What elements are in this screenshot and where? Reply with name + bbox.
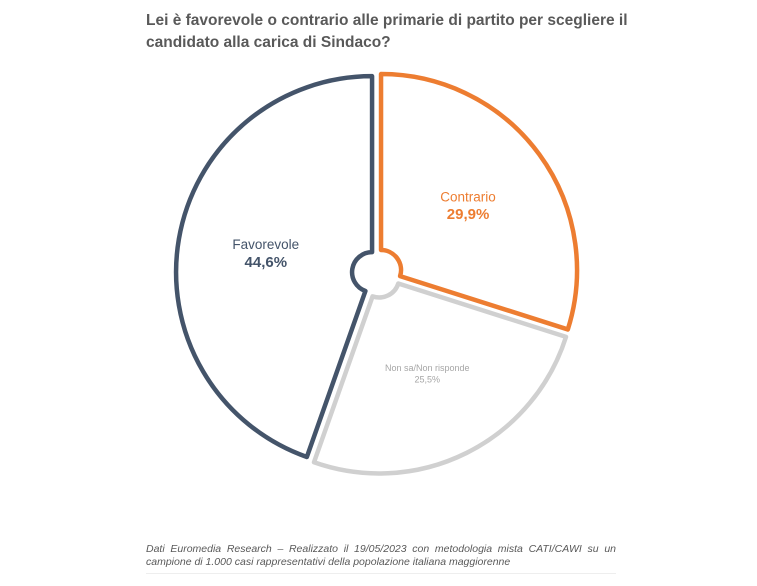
slice-label: Non sa/Non risponde xyxy=(385,363,470,373)
pie-slice-contrario xyxy=(378,71,580,332)
slice-value-label: 29,9% xyxy=(447,206,490,223)
slice-value-label: 44,6% xyxy=(245,254,288,271)
chart-title: Lei è favorevole o contrario alle primar… xyxy=(146,12,628,51)
source-note: Dati Euromedia Research – Realizzato il … xyxy=(146,543,616,574)
pie-slice-favorevole xyxy=(173,73,375,460)
slice-value-label: 25,5% xyxy=(414,375,440,385)
pie-slice-non-sa-non-risponde xyxy=(311,281,569,476)
slice-label: Favorevole xyxy=(232,237,299,252)
slice-label: Contrario xyxy=(440,190,496,205)
